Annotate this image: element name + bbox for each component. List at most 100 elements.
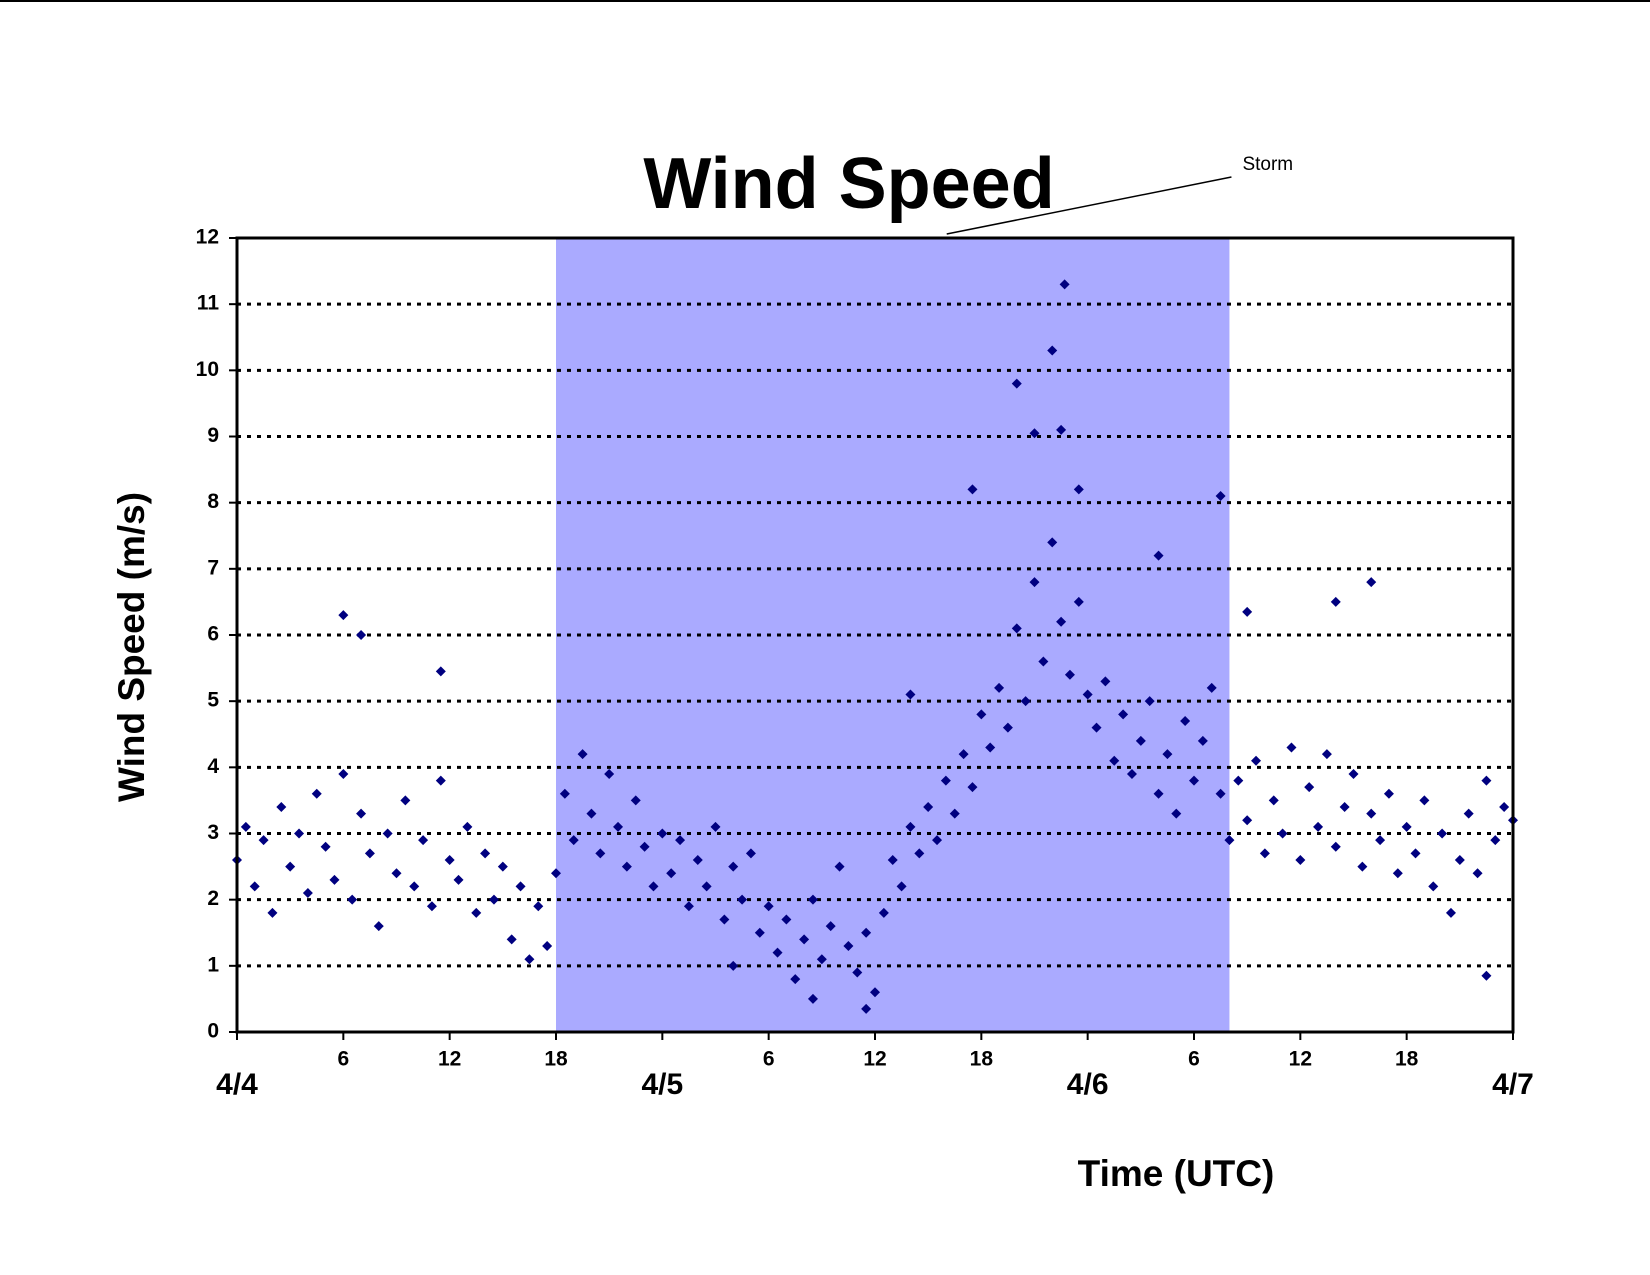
point [994, 682, 1005, 693]
point [488, 894, 499, 905]
point [683, 901, 694, 912]
point [666, 868, 677, 879]
point [604, 768, 615, 779]
point [267, 907, 278, 918]
point [630, 795, 641, 806]
point [391, 868, 402, 879]
point [453, 874, 464, 885]
point [1437, 828, 1448, 839]
y-axis-label: Wind Speed (m/s) [111, 492, 152, 802]
date-label: 4/6 [1067, 1068, 1109, 1101]
x-tick-label: 6 [337, 1048, 349, 1071]
points [232, 279, 1518, 1014]
point [1082, 689, 1093, 700]
point [311, 788, 322, 799]
point [1251, 755, 1262, 766]
point [816, 954, 827, 965]
y-tick-label: 4 [207, 755, 219, 778]
point [1224, 835, 1235, 846]
point [745, 848, 756, 859]
point [1233, 775, 1244, 786]
point [807, 894, 818, 905]
point [1091, 722, 1102, 733]
point [1313, 821, 1324, 832]
x-tick-label: 12 [863, 1048, 886, 1071]
point [1153, 550, 1164, 561]
x-tick-label: 12 [438, 1048, 461, 1071]
point [728, 960, 739, 971]
date-label: 4/7 [1492, 1068, 1534, 1101]
x-tick-label: 6 [763, 1048, 775, 1071]
point [1357, 861, 1368, 872]
point [1162, 749, 1173, 760]
point [799, 934, 810, 945]
point [533, 901, 544, 912]
point [754, 927, 765, 938]
point [905, 821, 916, 832]
point [1064, 669, 1075, 680]
point [426, 901, 437, 912]
point [870, 987, 880, 998]
point [692, 854, 703, 865]
point [613, 821, 624, 832]
point [728, 861, 739, 872]
point [843, 940, 854, 951]
point [949, 808, 960, 819]
date-label: 4/4 [216, 1068, 258, 1101]
x-tick-label: 18 [970, 1048, 994, 1071]
point [976, 709, 987, 720]
point [551, 868, 561, 879]
point [967, 782, 978, 793]
chart-title: Wind Speed [643, 144, 1054, 224]
point [1366, 577, 1377, 588]
point [444, 854, 455, 865]
point [621, 861, 632, 872]
point [586, 808, 597, 819]
point [675, 835, 686, 846]
point [1419, 795, 1430, 806]
point [1428, 881, 1439, 892]
point [825, 921, 836, 932]
point [338, 610, 349, 621]
point [834, 861, 845, 872]
point [887, 854, 898, 865]
point [790, 974, 801, 985]
point [878, 907, 889, 918]
point [1366, 808, 1377, 819]
point [923, 802, 934, 813]
point [1153, 788, 1164, 799]
annotation-line [946, 176, 1232, 235]
point [1100, 676, 1111, 687]
point [1029, 428, 1040, 439]
point [1445, 907, 1456, 918]
point [1348, 768, 1359, 779]
point [1286, 742, 1297, 753]
point [480, 848, 491, 859]
point [648, 881, 659, 892]
point [1375, 835, 1386, 846]
point [781, 914, 792, 925]
point [1109, 755, 1120, 766]
point [577, 749, 588, 760]
point [1499, 802, 1510, 813]
y-tick-label: 5 [207, 689, 219, 712]
point [1126, 768, 1137, 779]
point [940, 775, 951, 786]
point [1215, 788, 1226, 799]
point [1197, 735, 1208, 746]
y-tick-label: 10 [196, 358, 219, 381]
y-tick-label: 7 [207, 556, 219, 579]
point [905, 689, 916, 700]
point [1144, 696, 1155, 707]
point [418, 835, 429, 846]
point [595, 848, 606, 859]
point [1277, 828, 1288, 839]
point [515, 881, 526, 892]
point [471, 907, 482, 918]
y-tick-label: 3 [207, 821, 219, 844]
point [1392, 868, 1403, 879]
point [1073, 484, 1084, 495]
point [1215, 491, 1226, 502]
point [701, 881, 712, 892]
point [258, 835, 269, 846]
